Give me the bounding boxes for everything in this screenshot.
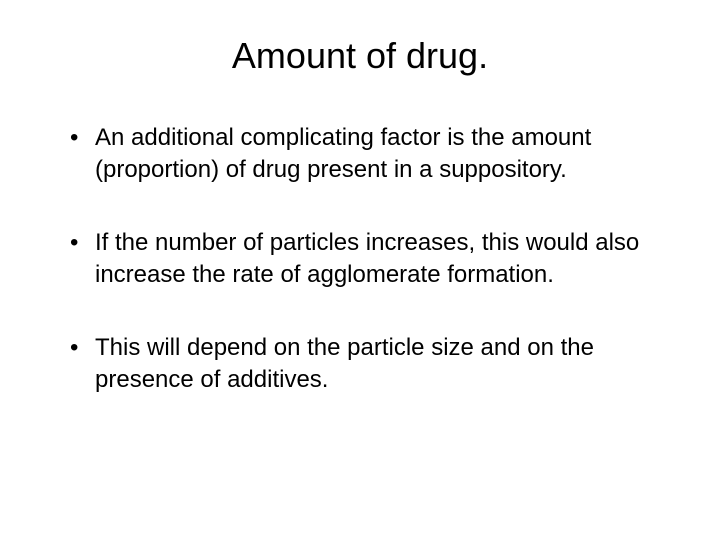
bullet-item: This will depend on the particle size an… <box>70 332 680 397</box>
bullet-list: An additional complicating factor is the… <box>40 122 680 396</box>
slide-title: Amount of drug. <box>40 35 680 77</box>
bullet-item: An additional complicating factor is the… <box>70 122 680 187</box>
bullet-item: If the number of particles increases, th… <box>70 227 680 292</box>
